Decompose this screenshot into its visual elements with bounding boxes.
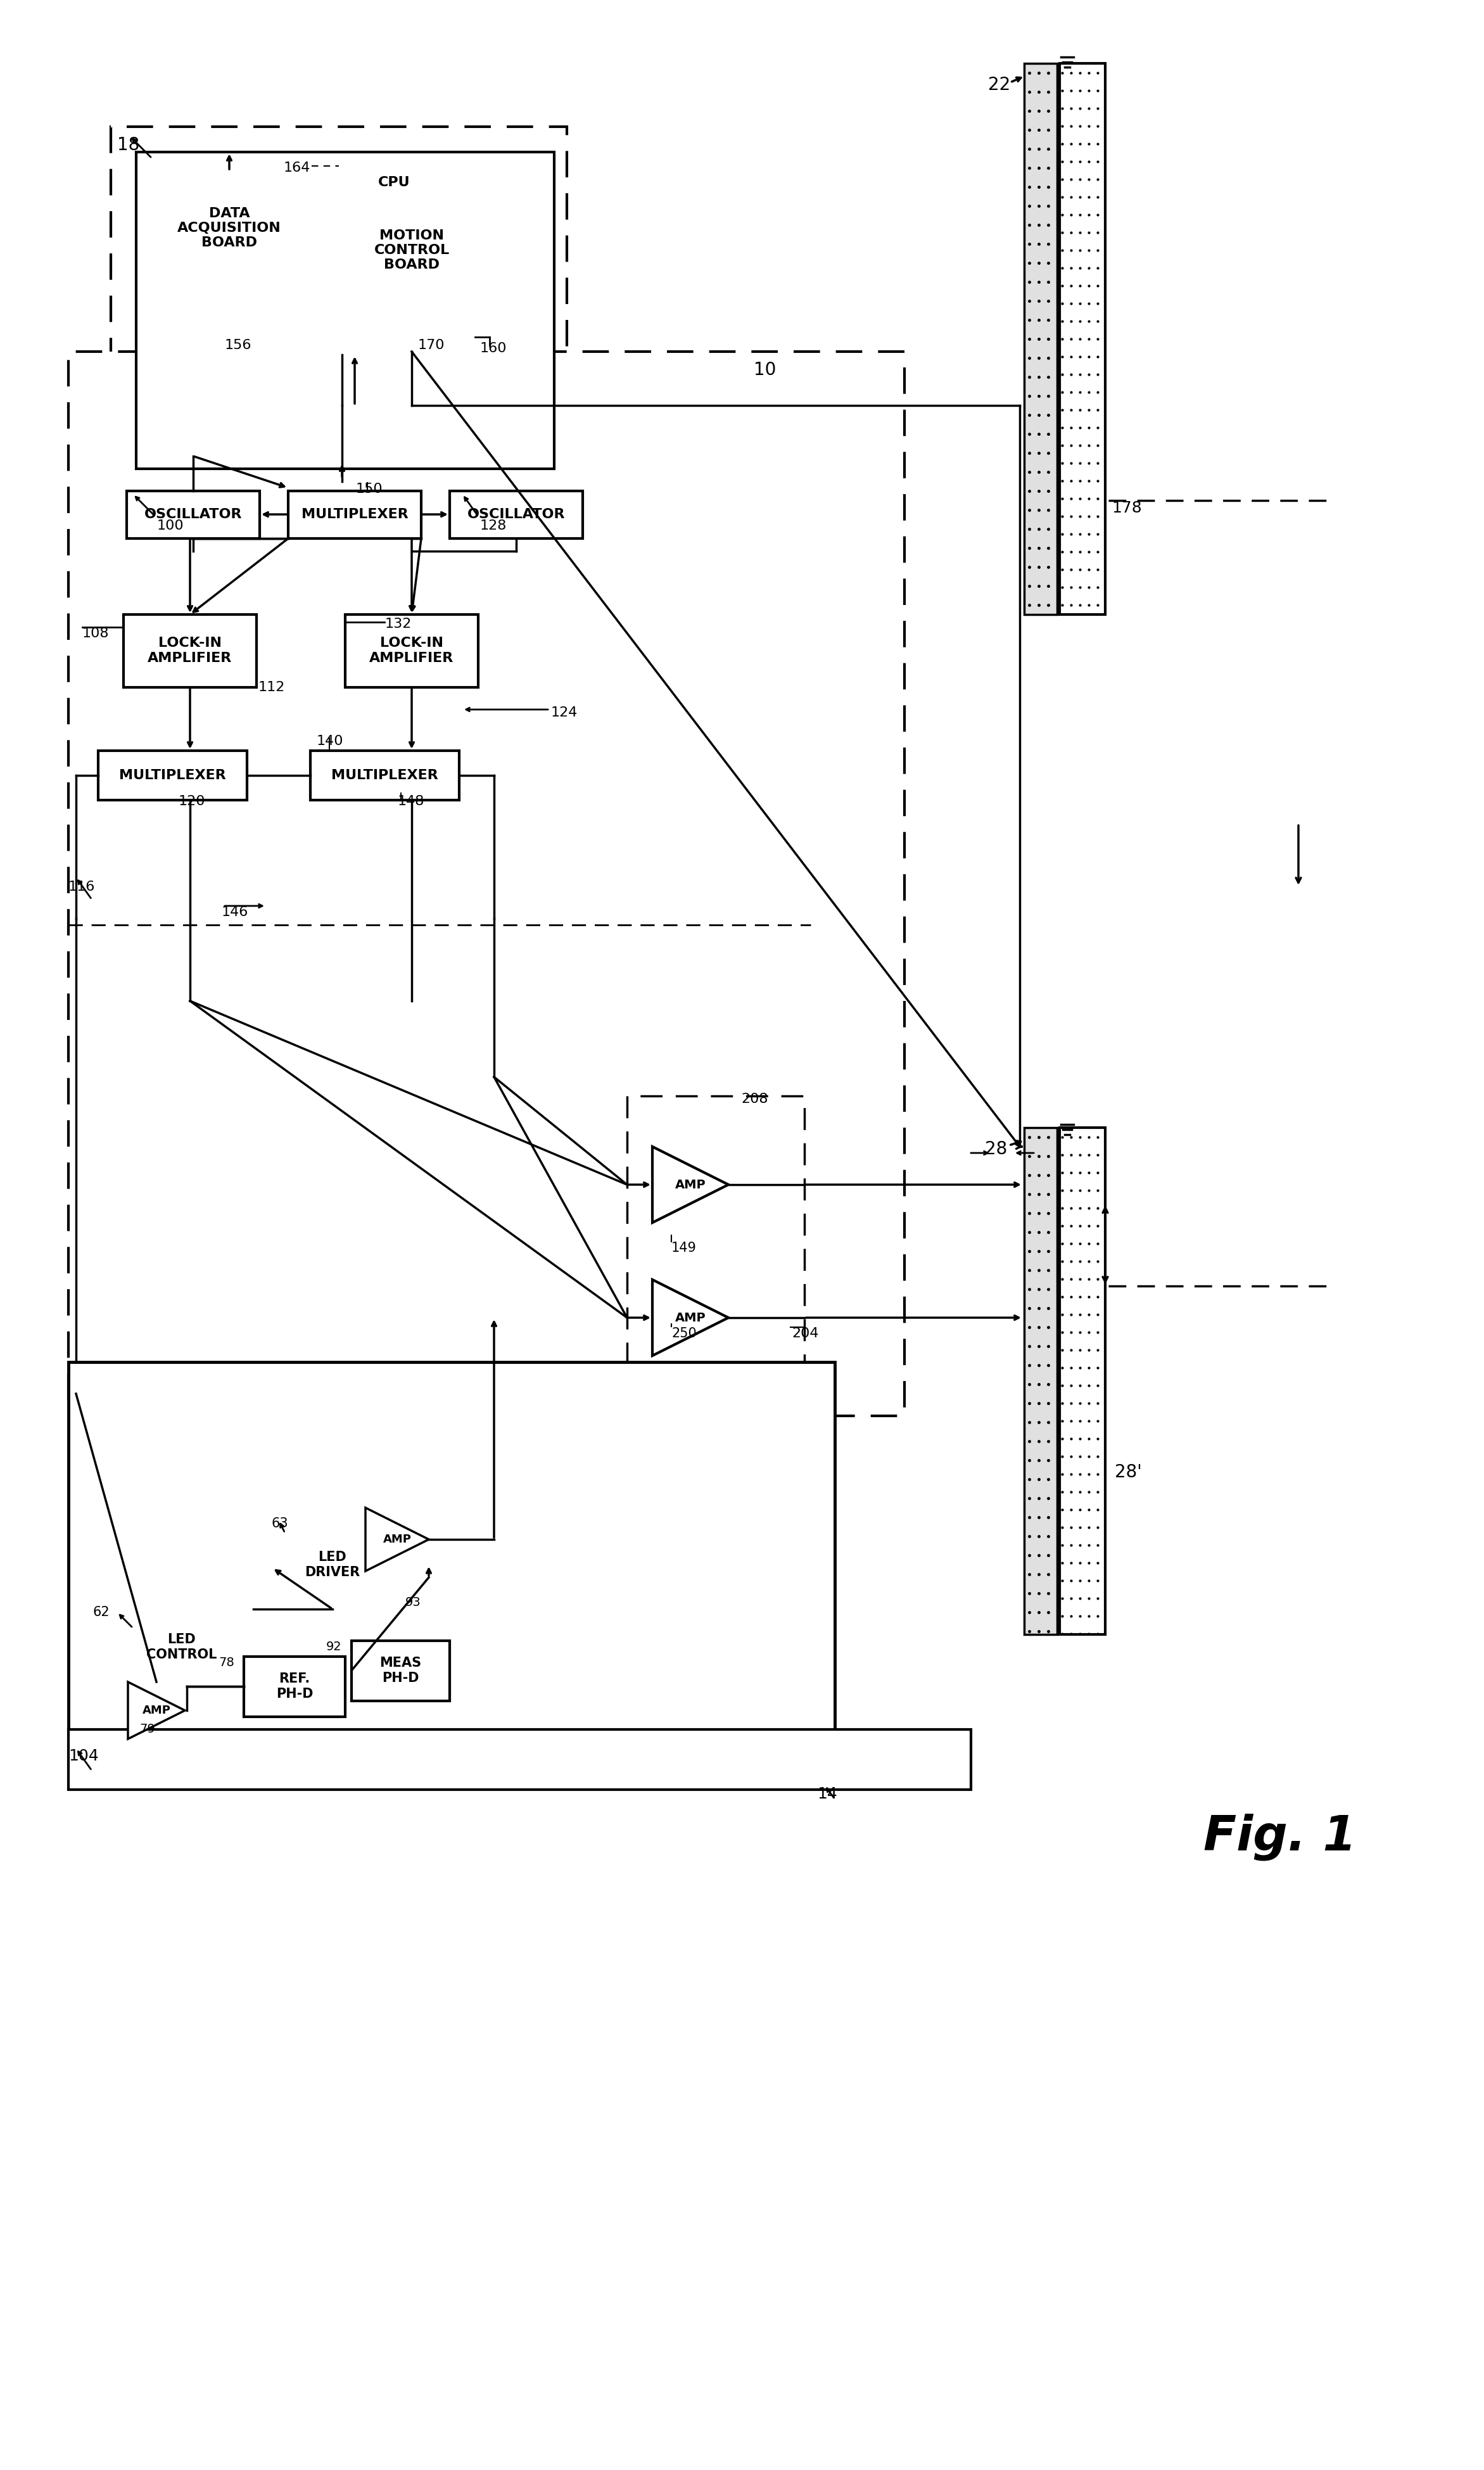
Bar xyxy=(98,751,246,800)
Text: 78: 78 xyxy=(218,1657,234,1670)
Text: 104: 104 xyxy=(68,1749,98,1764)
Bar xyxy=(123,615,257,687)
Text: 140: 140 xyxy=(316,736,344,748)
Text: AMP: AMP xyxy=(675,1312,706,1324)
Text: 18: 18 xyxy=(117,136,139,153)
Bar xyxy=(346,615,478,687)
Bar xyxy=(450,492,583,538)
Text: LED
DRIVER: LED DRIVER xyxy=(304,1551,361,1578)
Text: MEAS
PH-D: MEAS PH-D xyxy=(380,1657,421,1685)
Text: MULTIPLEXER: MULTIPLEXER xyxy=(301,509,408,521)
Polygon shape xyxy=(653,1279,729,1356)
Text: 178: 178 xyxy=(1112,501,1141,516)
Text: 204: 204 xyxy=(792,1326,819,1339)
Text: 150: 150 xyxy=(356,482,383,496)
Text: 112: 112 xyxy=(258,682,285,694)
Text: 170: 170 xyxy=(418,338,445,351)
Bar xyxy=(338,158,450,207)
Text: AMP: AMP xyxy=(675,1178,706,1191)
Polygon shape xyxy=(653,1146,729,1223)
Bar xyxy=(68,351,904,1415)
Text: MOTION
CONTROL
BOARD: MOTION CONTROL BOARD xyxy=(374,230,450,272)
Bar xyxy=(126,492,260,538)
Bar xyxy=(628,1097,804,1376)
Text: 120: 120 xyxy=(178,795,205,808)
Bar xyxy=(1060,64,1106,615)
Polygon shape xyxy=(128,1682,186,1739)
Text: 10: 10 xyxy=(754,361,776,378)
Text: 146: 146 xyxy=(221,906,248,919)
Bar xyxy=(273,1526,393,1608)
Text: OSCILLATOR: OSCILLATOR xyxy=(144,509,242,521)
Text: 250: 250 xyxy=(671,1326,696,1339)
Polygon shape xyxy=(365,1507,429,1571)
Text: 149: 149 xyxy=(671,1242,696,1255)
Text: 22: 22 xyxy=(988,77,1011,94)
Text: Fig. 1: Fig. 1 xyxy=(1204,1813,1356,1860)
Text: 14: 14 xyxy=(818,1786,837,1801)
Text: 156: 156 xyxy=(226,338,252,351)
Text: LED
CONTROL: LED CONTROL xyxy=(147,1633,217,1660)
Bar xyxy=(1024,1129,1057,1635)
Bar xyxy=(1060,1129,1106,1635)
Bar xyxy=(335,210,488,348)
Bar xyxy=(148,170,310,348)
Bar xyxy=(137,153,554,469)
Text: 100: 100 xyxy=(157,519,184,531)
Text: 28: 28 xyxy=(985,1141,1008,1158)
Text: 28': 28' xyxy=(1114,1462,1141,1482)
Text: 132: 132 xyxy=(384,618,413,630)
Text: 128: 128 xyxy=(481,519,508,531)
Text: 63: 63 xyxy=(272,1517,288,1529)
Bar xyxy=(288,492,421,538)
Text: 116: 116 xyxy=(68,882,95,894)
Text: 62: 62 xyxy=(92,1606,110,1618)
Text: 92: 92 xyxy=(326,1640,341,1652)
Bar xyxy=(310,751,459,800)
Text: DATA
ACQUISITION
BOARD: DATA ACQUISITION BOARD xyxy=(178,207,280,249)
Text: LOCK-IN
AMPLIFIER: LOCK-IN AMPLIFIER xyxy=(148,637,232,664)
Text: 124: 124 xyxy=(551,706,577,719)
Text: 93: 93 xyxy=(405,1596,421,1608)
Text: 148: 148 xyxy=(398,795,424,808)
Text: 108: 108 xyxy=(82,627,110,640)
Bar xyxy=(68,1729,971,1791)
Text: 79: 79 xyxy=(139,1724,154,1734)
Text: MULTIPLEXER: MULTIPLEXER xyxy=(119,768,226,781)
Text: CPU: CPU xyxy=(378,175,410,188)
Text: 208: 208 xyxy=(741,1092,767,1107)
Bar xyxy=(352,1640,450,1702)
Text: AMP: AMP xyxy=(383,1534,411,1546)
Bar xyxy=(68,1361,835,1736)
Bar xyxy=(111,1603,254,1729)
Text: 160: 160 xyxy=(481,341,508,356)
Text: 164: 164 xyxy=(283,161,310,175)
Text: REF.
PH-D: REF. PH-D xyxy=(276,1672,313,1699)
Text: OSCILLATOR: OSCILLATOR xyxy=(467,509,565,521)
Text: MULTIPLEXER: MULTIPLEXER xyxy=(331,768,438,781)
Bar xyxy=(1024,64,1057,615)
Bar xyxy=(111,126,567,482)
Bar xyxy=(243,1657,346,1717)
Text: LOCK-IN
AMPLIFIER: LOCK-IN AMPLIFIER xyxy=(370,637,454,664)
Text: AMP: AMP xyxy=(142,1704,171,1717)
